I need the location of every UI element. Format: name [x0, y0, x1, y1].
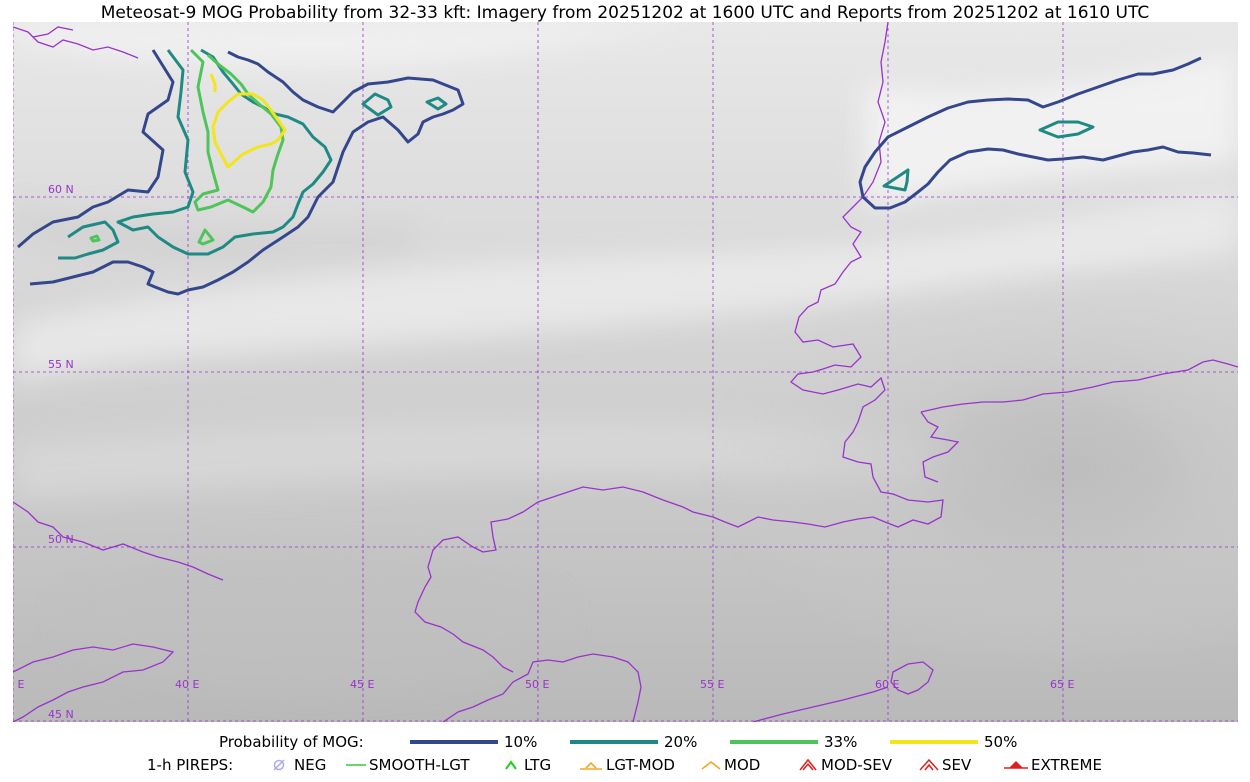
caspian-coast-south	[442, 653, 642, 722]
pirep-item-smooth-lgt: SMOOTH-LGT	[345, 756, 470, 774]
contour-20-islet-1	[361, 92, 393, 117]
probability-legend-title: Probability of MOG:	[219, 733, 364, 751]
legend-label-10: 10%	[504, 733, 538, 751]
contour-20-east-2	[882, 168, 910, 192]
legend-item-10: 10%	[410, 733, 537, 751]
contour-20-islet-2	[425, 96, 448, 111]
pirep-item-mod: MOD	[700, 756, 760, 774]
border-south	[752, 686, 889, 722]
contour-10-east	[858, 56, 1212, 210]
coastlines	[13, 22, 1238, 722]
coast-azov	[13, 643, 175, 722]
map-panel[interactable]: 60 N 55 N 50 N 45 N 35 E 40 E 45 E 50 E …	[13, 22, 1238, 722]
legend-item-20: 20%	[570, 733, 697, 751]
border-kazakh-west	[920, 411, 960, 483]
pirep-item-extreme: EXTREME	[1003, 756, 1102, 774]
contour-20-west-small	[58, 220, 120, 260]
contour-20-east-1	[1038, 120, 1095, 139]
legend-swatch-20	[570, 740, 658, 744]
sev-icon	[919, 758, 939, 771]
mod-sev-icon	[799, 758, 817, 771]
probability-legend: Probability of MOG: 10% 20% 33% 50%	[0, 733, 1250, 753]
smooth-lgt-line-icon	[346, 764, 366, 766]
lat-label-55: 55 N	[48, 358, 74, 371]
legend-swatch-10	[410, 740, 498, 744]
mod-chevron-icon	[701, 760, 721, 770]
lgt-mod-icon	[580, 761, 602, 770]
grid-labels: 60 N 55 N 50 N 45 N 35 E 40 E 45 E 50 E …	[13, 183, 1074, 721]
legend-swatch-33	[730, 740, 818, 744]
pirep-item-lgt-mod: LGT-MOD	[578, 756, 675, 774]
pirep-item-mod-sev: MOD-SEV	[797, 756, 892, 774]
lat-label-60: 60 N	[48, 183, 74, 196]
lon-label-35: 35 E	[13, 678, 24, 691]
lon-label-40: 40 E	[175, 678, 199, 691]
map-title: Meteosat-9 MOG Probability from 32-33 kf…	[100, 3, 1150, 23]
pirep-item-sev: SEV	[918, 756, 971, 774]
pirep-label-sev: SEV	[942, 756, 972, 774]
extreme-icon	[1004, 761, 1028, 769]
lon-label-50: 50 E	[525, 678, 549, 691]
coast-southwest	[13, 501, 224, 581]
border-kazakh-north	[920, 359, 1238, 413]
contour-33-west	[189, 48, 285, 214]
lon-label-60: 60 E	[875, 678, 899, 691]
satellite-map[interactable]: 60 N 55 N 50 N 45 N 35 E 40 E 45 E 50 E …	[13, 22, 1238, 722]
graticule	[13, 22, 1238, 722]
legend-item-33: 33%	[730, 733, 857, 751]
contour-50-tick	[209, 73, 217, 92]
pirep-label-mod: MOD	[724, 756, 761, 774]
legend-swatch-50	[890, 740, 978, 744]
lat-label-50: 50 N	[48, 533, 74, 546]
contour-33-islet-2	[89, 234, 101, 243]
pireps-legend-title: 1-h PIREPS:	[147, 756, 234, 774]
border-ural	[790, 22, 944, 528]
legend-item-50: 50%	[890, 733, 1017, 751]
pireps-legend: 1-h PIREPS: NEG SMOOTH-LGT LTG LGT-MOD M…	[0, 756, 1250, 776]
contour-33-islet-1	[197, 228, 215, 246]
caspian-coast-north	[414, 486, 874, 673]
coast-white-sea-2	[32, 26, 74, 38]
pirep-label-neg: NEG	[294, 756, 327, 774]
pirep-label-mod-sev: MOD-SEV	[821, 756, 892, 774]
pirep-label-extreme: EXTREME	[1031, 756, 1102, 774]
lon-label-65: 65 E	[1050, 678, 1074, 691]
legend-label-33: 33%	[824, 733, 858, 751]
lat-label-45: 45 N	[48, 708, 74, 721]
lon-label-55: 55 E	[700, 678, 724, 691]
neg-icon	[273, 759, 285, 771]
pirep-label-lgt-mod: LGT-MOD	[606, 756, 675, 774]
pirep-item-ltg: LTG	[500, 756, 551, 774]
pirep-label-smooth-lgt: SMOOTH-LGT	[369, 756, 470, 774]
contour-10-west	[17, 49, 465, 296]
aral-sea	[890, 661, 934, 695]
pirep-item-neg: NEG	[270, 756, 326, 774]
legend-label-50: 50%	[984, 733, 1018, 751]
mog-contours	[17, 48, 1212, 296]
ltg-chevron-icon	[505, 760, 517, 770]
contour-50-west	[211, 92, 287, 169]
lon-label-45: 45 E	[350, 678, 374, 691]
pirep-label-ltg: LTG	[524, 756, 552, 774]
legend-label-20: 20%	[664, 733, 698, 751]
